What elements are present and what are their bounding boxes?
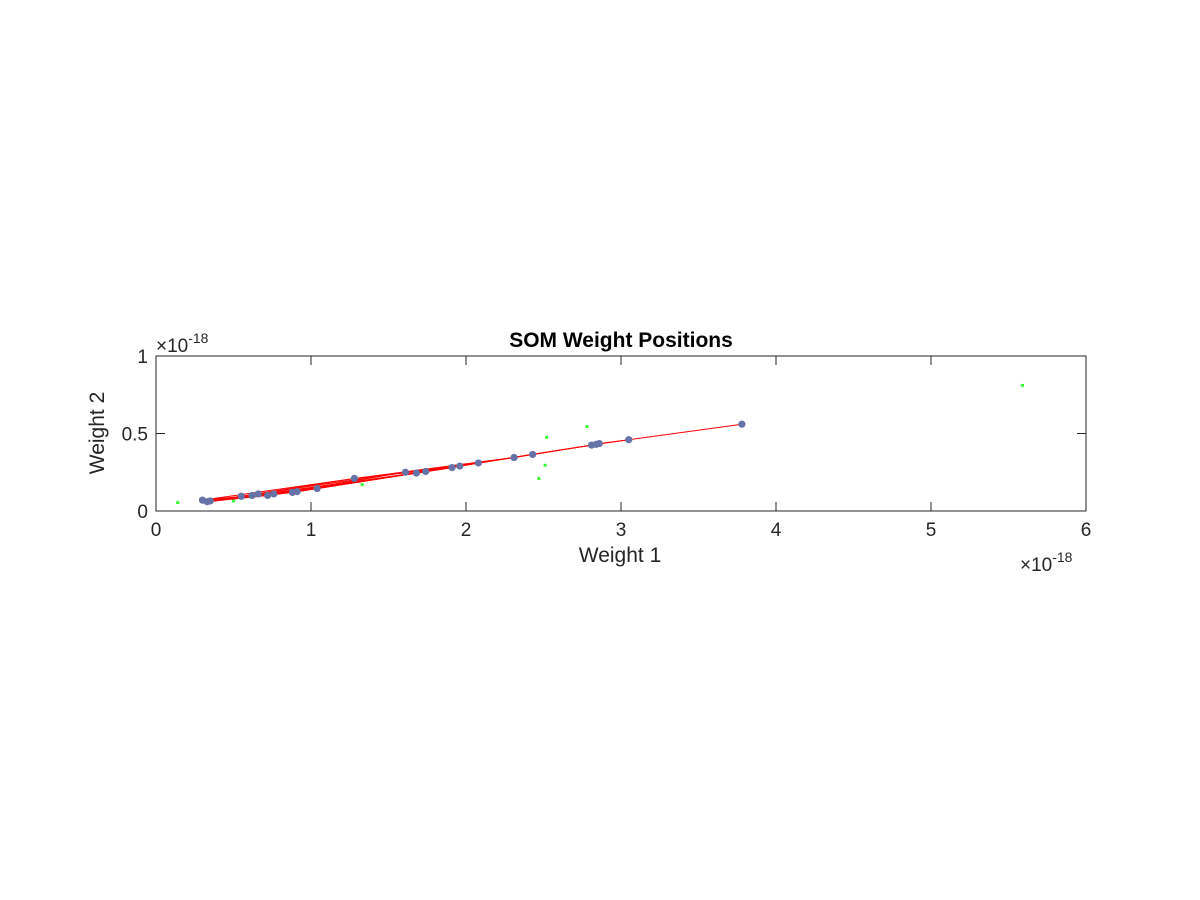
neuron-weight-point (422, 467, 430, 476)
neuron-weight-point (350, 474, 358, 483)
x-tick-label: 2 (461, 520, 472, 541)
y-exponent-power: -18 (188, 330, 208, 346)
input-sample-point (176, 500, 180, 504)
input-sample-point (537, 476, 541, 480)
y-tick-label: 1 (137, 347, 148, 368)
neuron-weight-point (270, 490, 278, 498)
neuron-weight-point (248, 491, 256, 500)
neighbor-connection-line (628, 423, 742, 441)
neuron-weight-point (313, 484, 321, 493)
neuron-weight-point (510, 453, 518, 462)
input-sample-point (545, 435, 549, 439)
input-sample-point (360, 483, 364, 487)
input-sample-point (543, 463, 547, 467)
neuron-weight-point (529, 450, 537, 459)
neuron-weight-point (264, 491, 272, 500)
y-exponent-base: ×10 (156, 336, 188, 357)
y-tick-label: 0.5 (122, 425, 148, 446)
plot-area (176, 383, 1024, 506)
x-tick-label: 1 (306, 520, 317, 541)
x-tick-label: 0 (151, 520, 162, 541)
x-tick-label: 4 (771, 520, 782, 541)
neuron-weight-point (254, 490, 262, 498)
x-tick-label: 6 (1081, 520, 1092, 541)
neighbor-connection-line (599, 439, 629, 445)
x-exponent-power: -18 (1052, 549, 1072, 565)
y-axis-exponent: ×10-18 (156, 330, 209, 357)
x-tick-label: 5 (926, 520, 937, 541)
neuron-weight-point (237, 492, 245, 500)
x-axis-label: Weight 1 (579, 544, 662, 567)
y-tick-label: 0 (137, 502, 148, 523)
neuron-weight-point (206, 497, 214, 505)
x-exponent-base: ×10 (1020, 555, 1052, 576)
input-sample-point (585, 425, 589, 429)
neuron-weight-point (448, 464, 456, 472)
neuron-weight-point (456, 462, 464, 470)
neighbor-connection-line (532, 443, 597, 455)
neuron-weight-point (738, 420, 746, 428)
neuron-weight-point (595, 439, 603, 448)
neuron-weight-point (293, 488, 301, 496)
axes: 0 1 2 3 4 5 6 0 0.5 1 (122, 347, 1092, 541)
y-axis-label: Weight 2 (86, 392, 109, 475)
neuron-weight-point (412, 469, 420, 477)
neuron-weight-point (401, 468, 410, 476)
x-tick-label: 3 (616, 520, 627, 541)
neighbor-connection-line (354, 457, 515, 479)
neuron-weight-point (625, 436, 633, 444)
input-sample-point (232, 499, 235, 503)
x-axis-exponent: ×10-18 (1020, 549, 1073, 576)
chart-title: SOM Weight Positions (509, 329, 733, 352)
input-sample-point (1020, 383, 1024, 387)
neuron-weight-point (474, 459, 482, 467)
